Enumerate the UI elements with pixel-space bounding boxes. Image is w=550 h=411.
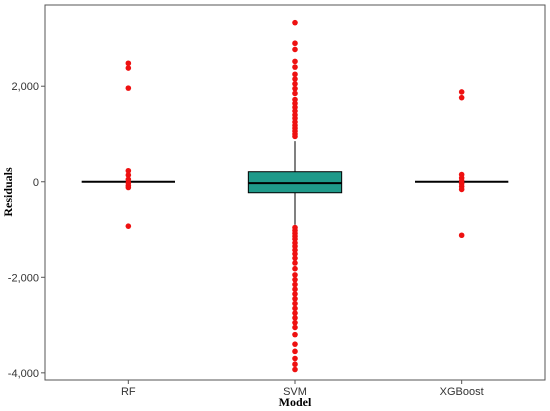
outlier-point [292, 341, 298, 347]
x-tick-label: XGBoost [440, 386, 484, 398]
outlier-point [292, 319, 298, 326]
outlier-point [458, 232, 465, 239]
outlier-point [292, 315, 298, 321]
x-axis: RF SVM XGBoost [121, 380, 484, 398]
outlier-point [458, 89, 465, 95]
outlier-point [292, 300, 298, 307]
y-axis-title: Residuals [1, 167, 15, 217]
outlier-point [125, 85, 132, 91]
outlier-point [292, 295, 298, 302]
outlier-point [292, 310, 298, 316]
outlier-point [292, 58, 298, 65]
outlier-point [292, 64, 298, 70]
outlier-point [292, 305, 298, 312]
outlier-point [292, 19, 298, 26]
boxes-layer [81, 141, 509, 225]
outlier-point [292, 46, 298, 53]
x-tick-label: SVM [283, 386, 307, 398]
outlier-point [292, 366, 298, 373]
outlier-point [125, 167, 132, 174]
y-tick-label: -2,000 [8, 272, 39, 284]
outlier-point [125, 172, 132, 178]
outlier-point [292, 76, 298, 82]
outlier-point [292, 71, 298, 78]
outlier-point [292, 324, 298, 331]
outlier-point [292, 251, 298, 257]
outlier-point [125, 223, 132, 229]
outlier-point [292, 265, 298, 272]
y-tick-label: 2,000 [11, 81, 39, 93]
outlier-point [292, 291, 298, 297]
outlier-point [292, 133, 298, 140]
outlier-point [292, 348, 298, 355]
outlier-point [292, 361, 298, 368]
outlier-point [292, 272, 298, 278]
outlier-point [292, 40, 298, 47]
outlier-point [458, 94, 465, 101]
x-axis-title: Model [279, 395, 312, 409]
outlier-point [292, 260, 298, 266]
outlier-point [292, 281, 298, 288]
y-tick-label: -4,000 [8, 368, 39, 380]
outlier-point [292, 276, 298, 283]
outlier-point [292, 90, 298, 97]
outlier-point [292, 81, 298, 87]
outlier-point [458, 186, 465, 193]
y-axis: 2,000 0 -2,000 -4,000 [8, 81, 45, 380]
y-tick-label: 0 [33, 177, 39, 189]
box-svm [247, 141, 343, 225]
outlier-point [292, 331, 298, 338]
outlier-point [292, 355, 298, 362]
outlier-point [292, 85, 298, 92]
outliers-layer [125, 19, 465, 373]
outlier-point [292, 255, 298, 261]
outlier-point [125, 65, 132, 71]
outlier-point [125, 184, 132, 191]
x-tick-label: RF [121, 386, 136, 398]
outlier-point [292, 286, 298, 293]
outlier-point [125, 60, 132, 67]
